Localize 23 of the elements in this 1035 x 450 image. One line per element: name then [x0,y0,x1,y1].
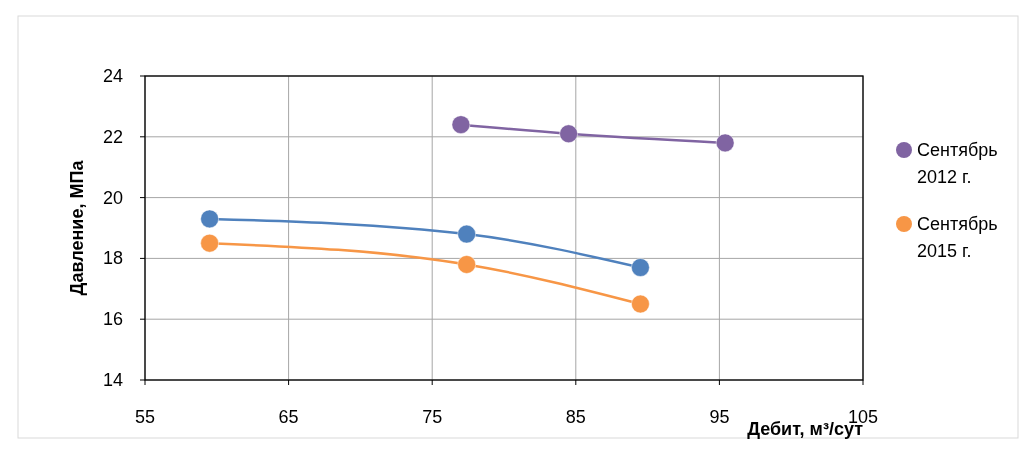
x-tick-label: 85 [565,407,586,427]
x-tick-label: 95 [709,407,730,427]
legend-label: Сентябрь 2012 г. [917,140,998,187]
point [715,133,735,153]
point [200,209,219,229]
legend-label: Сентябрь 2015 г. [917,214,998,261]
y-tick-label: 18 [102,248,123,269]
point [451,115,471,134]
y-axis-title: Давление, МПа [67,159,87,296]
point [631,258,650,277]
y-tick-label: 16 [102,309,123,330]
y-tick-label: 22 [102,126,123,147]
point [559,124,578,144]
y-tick-label: 20 [102,187,123,208]
x-tick-label: 75 [422,407,443,427]
point [457,224,476,244]
point [457,255,476,274]
y-tick-label: 24 [102,66,123,86]
point [631,294,650,314]
point [200,233,219,253]
x-tick-label: 65 [278,407,299,427]
y-tick-label: 14 [102,370,123,390]
x-tick-label: 55 [134,407,156,427]
